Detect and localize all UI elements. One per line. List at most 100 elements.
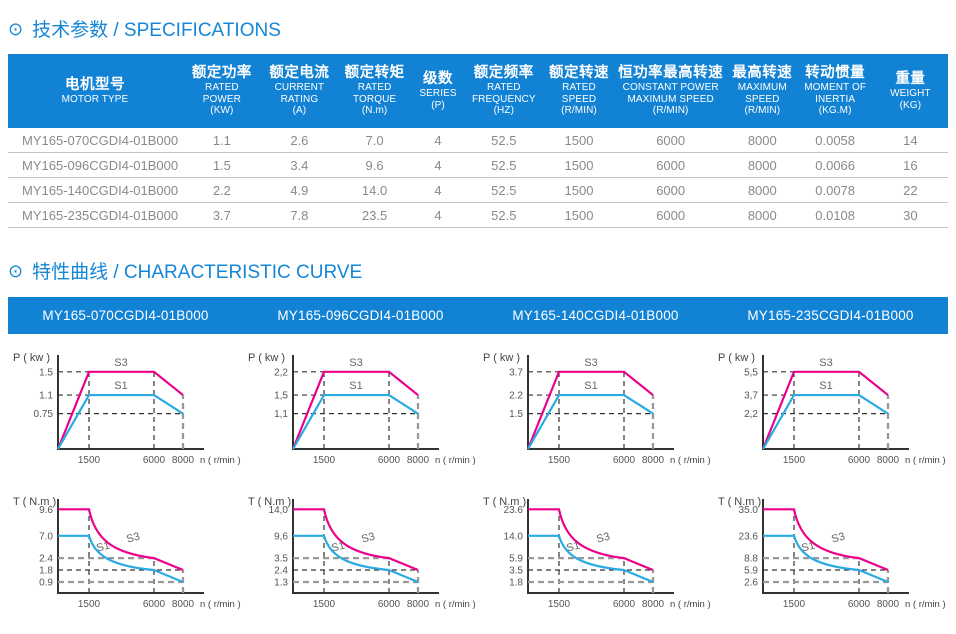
svg-text:6000: 6000 (613, 455, 636, 466)
svg-text:n ( r/min ): n ( r/min ) (670, 599, 711, 610)
svg-text:6000: 6000 (848, 599, 871, 610)
svg-text:8000: 8000 (172, 455, 195, 466)
svg-text:3.7: 3.7 (509, 367, 523, 378)
column-header-4: 级数 SERIES (P) (412, 54, 464, 128)
curve-model-header-bar: MY165-070CGDI4-01B000 MY165-096CGDI4-01B… (8, 297, 948, 334)
svg-text:6000: 6000 (143, 455, 166, 466)
svg-text:8000: 8000 (642, 599, 665, 610)
value-cell: 1500 (543, 202, 615, 228)
svg-text:S3: S3 (595, 531, 611, 546)
section-title-specifications: ⊙ 技术参数 / SPECIFICATIONS (8, 0, 948, 42)
power-curve-chart-MY165-140CGDI4-01B000: P ( kw ) n ( r/min ) 1500 6000 8000 3.7 2.2 1.5… (483, 352, 711, 466)
svg-text:8000: 8000 (642, 455, 665, 466)
svg-text:6000: 6000 (378, 455, 401, 466)
value-cell: 52.5 (463, 202, 544, 228)
column-header-2: 额定电流 CURRENT RATING (A) (261, 54, 337, 128)
svg-text:1,1: 1,1 (274, 409, 288, 420)
value-cell: 23.5 (336, 202, 413, 228)
value-cell: 14.0 (336, 177, 413, 203)
svg-text:n ( r/min ): n ( r/min ) (200, 455, 241, 466)
svg-text:S3: S3 (819, 357, 832, 369)
svg-text:0.9: 0.9 (39, 578, 53, 589)
curve-title-text: 特性曲线 / CHARACTERISTIC CURVE (32, 262, 363, 283)
svg-text:S3: S3 (584, 357, 597, 369)
svg-text:S3: S3 (830, 531, 846, 546)
value-cell: 2.2 (181, 177, 262, 203)
svg-text:1.1: 1.1 (39, 391, 53, 402)
svg-text:6000: 6000 (143, 599, 166, 610)
torque-curve-chart-MY165-140CGDI4-01B000: T ( N.m ) n ( r/min ) 1500 6000 8000 23.6 14.0… (483, 496, 711, 610)
svg-text:1.3: 1.3 (274, 578, 288, 589)
value-cell: 30 (872, 202, 948, 228)
column-header-5: 额定频率 RATED FREQUENCY (HZ) (463, 54, 544, 128)
value-cell: 16 (872, 152, 948, 178)
value-cell: 3.4 (261, 152, 337, 178)
specifications-table: 电机型号 MOTOR TYPE 额定功率 RATED POWER (KW) 额定电流 CURR… (8, 54, 948, 228)
svg-text:2.2: 2.2 (509, 391, 523, 402)
motor-type-cell: MY165-235CGDI4-01B000 (8, 202, 182, 228)
svg-text:23.6: 23.6 (504, 505, 524, 516)
value-cell: 0.0058 (797, 128, 873, 153)
svg-text:P ( kw ): P ( kw ) (718, 352, 755, 364)
svg-text:1500: 1500 (548, 599, 571, 610)
value-cell: 6000 (614, 128, 728, 153)
value-cell: 4.9 (261, 177, 337, 203)
table-row-2: MY165-140CGDI4-01B000 2.2 4.9 14.0 4 52.5 1500… (8, 177, 948, 203)
svg-text:T ( N.m ): T ( N.m ) (483, 496, 526, 508)
value-cell: 7.8 (261, 202, 337, 228)
svg-text:1500: 1500 (783, 599, 806, 610)
svg-text:8000: 8000 (407, 599, 430, 610)
value-cell: 4 (412, 152, 464, 178)
value-cell: 6000 (614, 202, 728, 228)
value-cell: 52.5 (463, 177, 544, 203)
svg-text:S3: S3 (114, 357, 127, 369)
value-cell: 0.0066 (797, 152, 873, 178)
svg-text:n ( r/min ): n ( r/min ) (435, 599, 476, 610)
svg-text:n ( r/min ): n ( r/min ) (905, 455, 946, 466)
column-header-10: 重量 WEIGHT (KG) (872, 54, 948, 128)
motor-type-cell: MY165-096CGDI4-01B000 (8, 152, 182, 178)
svg-text:6000: 6000 (378, 599, 401, 610)
svg-text:1.5: 1.5 (39, 367, 53, 378)
svg-text:3,7: 3,7 (744, 391, 758, 402)
value-cell: 52.5 (463, 152, 544, 178)
svg-text:1500: 1500 (313, 599, 336, 610)
value-cell: 8000 (727, 202, 798, 228)
svg-text:6000: 6000 (848, 455, 871, 466)
svg-text:1500: 1500 (548, 455, 571, 466)
value-cell: 2.6 (261, 128, 337, 153)
circled-dot-icon: ⊙ (8, 260, 24, 281)
value-cell: 4 (412, 202, 464, 228)
svg-text:7.0: 7.0 (39, 531, 53, 542)
column-header-9: 转动惯量 MOMENT OF INERTIA (KG.M) (797, 54, 873, 128)
svg-text:8000: 8000 (877, 455, 900, 466)
value-cell: 1500 (543, 177, 615, 203)
curve-model-label-140: MY165-140CGDI4-01B000 (512, 308, 679, 323)
svg-text:S1: S1 (800, 540, 816, 555)
motor-type-cell: MY165-070CGDI4-01B000 (8, 128, 182, 153)
svg-text:2,2: 2,2 (744, 409, 758, 420)
svg-text:T ( N.m ): T ( N.m ) (13, 496, 56, 508)
svg-text:9,6: 9,6 (274, 531, 288, 542)
svg-text:5,5: 5,5 (744, 367, 758, 378)
value-cell: 3.7 (181, 202, 262, 228)
svg-text:0.75: 0.75 (34, 409, 54, 420)
value-cell: 8000 (727, 152, 798, 178)
value-cell: 52.5 (463, 128, 544, 153)
table-row-3: MY165-235CGDI4-01B000 3.7 7.8 23.5 4 52.5 1500… (8, 202, 948, 228)
value-cell: 4 (412, 177, 464, 203)
svg-text:S1: S1 (95, 540, 111, 555)
svg-text:S1: S1 (565, 540, 581, 555)
value-cell: 1.1 (181, 128, 262, 153)
table-row-1: MY165-096CGDI4-01B000 1.5 3.4 9.6 4 52.5 1500 6… (8, 152, 948, 178)
value-cell: 0.0078 (797, 177, 873, 203)
torque-curve-chart-MY165-096CGDI4-01B000: T ( N.m ) n ( r/min ) 1500 6000 8000 14,0 9,6 3… (248, 496, 476, 610)
value-cell: 9.6 (336, 152, 413, 178)
svg-text:8000: 8000 (407, 455, 430, 466)
svg-text:1.5: 1.5 (509, 409, 523, 420)
column-header-6: 额定转速 RATED SPEED (R/MIN) (543, 54, 615, 128)
torque-charts-row: T ( N.m ) n ( r/min ) 1500 6000 8000 9.6 7.0 2.… (8, 490, 948, 622)
svg-text:S3: S3 (349, 357, 362, 369)
svg-text:2.6: 2.6 (744, 578, 758, 589)
